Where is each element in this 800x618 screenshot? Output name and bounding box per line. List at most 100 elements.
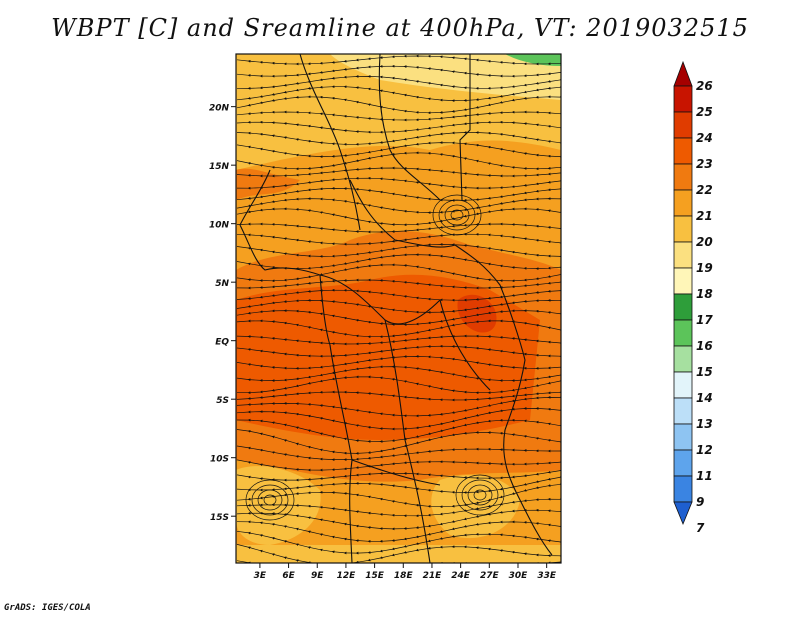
colorbar-level-label: 24 xyxy=(696,131,713,145)
colorbar-swatch xyxy=(673,345,693,373)
colorbar-level-label: 15 xyxy=(696,365,713,379)
longitude-axis: 3E 6E 9E 12E 15E 18E 21E 24E 27E 30E 33E xyxy=(254,563,557,581)
field-region-23 xyxy=(236,274,540,440)
colorbar-level-label: 14 xyxy=(696,391,713,405)
west-coast xyxy=(239,169,353,563)
colorbar-swatch xyxy=(673,137,693,165)
coastlines-borders xyxy=(239,54,553,563)
colorbar-swatch xyxy=(673,319,693,347)
streamline xyxy=(236,288,561,302)
vortex-ring xyxy=(467,484,493,506)
footer-credit: GrADS: IGES/COLA xyxy=(4,603,91,613)
colorbar-swatch xyxy=(673,423,693,451)
colorbar-level-label: 11 xyxy=(696,469,713,483)
streamline xyxy=(236,186,561,202)
streamline xyxy=(236,176,561,190)
streamline xyxy=(236,131,561,146)
vortex-ring xyxy=(473,489,487,501)
colorbar-swatch xyxy=(673,449,693,477)
colorbar-level-label: 21 xyxy=(696,209,713,223)
streamlines xyxy=(236,54,561,563)
colorbar-swatch xyxy=(673,397,693,425)
lon-tick-label: 27E xyxy=(480,571,500,581)
lat-tick-label: 15N xyxy=(209,162,230,172)
colorbar-swatch xyxy=(673,189,693,217)
lon-tick-label: 30E xyxy=(509,571,529,581)
vortex-ring xyxy=(245,479,295,521)
colorbar-level-label: 22 xyxy=(696,183,713,197)
plot-frame xyxy=(235,53,562,564)
vortex-ring xyxy=(455,474,505,516)
streamline xyxy=(236,429,561,455)
colorbar-level-label: 18 xyxy=(696,287,713,301)
streamline xyxy=(237,375,561,395)
vortex-ring xyxy=(438,199,476,231)
lon-tick-label: 9E xyxy=(311,571,324,581)
east-coast xyxy=(349,179,553,556)
lon-tick-label: 18E xyxy=(394,571,414,581)
lat-tick-label: EQ xyxy=(215,338,229,348)
colorbar-swatch xyxy=(673,163,693,191)
lat-tick-label: 15S xyxy=(210,513,229,523)
streamline xyxy=(236,278,561,290)
streamline xyxy=(236,85,561,103)
vortex-ring xyxy=(444,204,470,226)
colorbar-level-label: 9 xyxy=(696,495,704,509)
streamline xyxy=(236,459,561,472)
colorbar-top-arrow xyxy=(673,60,693,87)
colorbar-swatch xyxy=(673,111,693,139)
streamline xyxy=(236,445,561,462)
lat-tick-label: 10N xyxy=(209,221,230,231)
lon-tick-label: 6E xyxy=(282,571,295,581)
lat-tick-label: 20N xyxy=(209,104,230,114)
streamline xyxy=(236,54,561,66)
colorbar: 26 25 24 23 22 21 20 19 18 17 16 15 14 13 12 11 9 7 xyxy=(673,60,713,535)
colorbar-level-label: 26 xyxy=(696,79,713,93)
colorbar-bottom-arrow xyxy=(673,501,693,526)
vortex-ring xyxy=(251,484,289,516)
colorbar-swatch xyxy=(673,241,693,269)
colorbar-swatch xyxy=(673,85,693,113)
vortex-ring xyxy=(257,489,283,511)
country-borders-north xyxy=(299,54,471,231)
colorbar-level-label: 7 xyxy=(696,521,705,535)
lat-tick-label: 10S xyxy=(210,455,229,465)
lon-tick-label: 21E xyxy=(423,571,443,581)
colorbar-swatch xyxy=(673,293,693,321)
vortex-ring xyxy=(461,479,499,511)
lon-tick-label: 33E xyxy=(537,571,557,581)
colorbar-swatch xyxy=(673,267,693,295)
lon-tick-label: 24E xyxy=(451,571,471,581)
colorbar-level-label: 20 xyxy=(696,235,713,249)
chart-title: WBPT [C] and Sreamline at 400hPa, VT: 20… xyxy=(51,14,749,42)
lat-tick-label: 5N xyxy=(215,279,229,289)
streamline xyxy=(236,232,561,246)
colorbar-swatch xyxy=(673,475,693,503)
country-borders-south xyxy=(319,274,491,563)
lon-tick-label: 3E xyxy=(254,571,267,581)
streamline xyxy=(236,120,561,134)
colorbar-level-label: 19 xyxy=(696,261,713,275)
lon-tick-label: 12E xyxy=(337,571,357,581)
colorbar-swatch xyxy=(673,371,693,399)
streamline xyxy=(236,222,561,234)
lon-tick-label: 15E xyxy=(365,571,385,581)
streamline xyxy=(236,110,561,122)
streamline xyxy=(236,344,561,358)
colorbar-level-label: 23 xyxy=(696,157,713,171)
colorbar-level-label: 17 xyxy=(696,313,713,327)
colorbar-level-label: 12 xyxy=(696,443,713,457)
colorbar-level-label: 25 xyxy=(696,105,713,119)
streamline xyxy=(236,166,561,178)
vortex-ring xyxy=(450,209,464,221)
lat-tick-label: 5S xyxy=(216,396,229,406)
streamline xyxy=(236,544,561,563)
vortex-ring xyxy=(432,194,482,236)
latitude-axis: 20N 15N 10N 5N EQ 5S 10S 15S xyxy=(209,104,236,523)
colorbar-level-label: 16 xyxy=(696,339,713,353)
vortex-ring xyxy=(263,494,277,506)
colorbar-level-label: 13 xyxy=(696,417,713,431)
streamline xyxy=(236,334,561,346)
colorbar-swatch xyxy=(673,215,693,243)
